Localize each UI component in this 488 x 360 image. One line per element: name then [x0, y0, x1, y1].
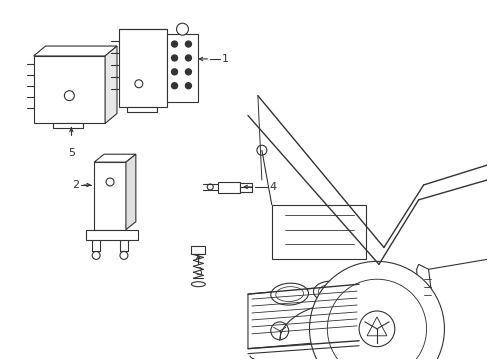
- Circle shape: [185, 55, 191, 61]
- Polygon shape: [34, 46, 117, 56]
- Polygon shape: [86, 230, 138, 239]
- Bar: [53, 123, 83, 129]
- Circle shape: [185, 69, 191, 75]
- Polygon shape: [94, 154, 136, 162]
- Circle shape: [256, 145, 266, 155]
- Ellipse shape: [313, 281, 345, 301]
- Polygon shape: [247, 284, 364, 349]
- Bar: [119, 29, 166, 107]
- Polygon shape: [416, 264, 433, 317]
- Circle shape: [171, 83, 177, 89]
- Circle shape: [207, 184, 213, 190]
- Polygon shape: [105, 46, 117, 123]
- Circle shape: [171, 69, 177, 75]
- Polygon shape: [126, 154, 136, 230]
- Text: 4: 4: [269, 182, 276, 192]
- Bar: [166, 34, 198, 102]
- Text: 5: 5: [68, 148, 75, 158]
- Text: 2: 2: [72, 180, 79, 190]
- Circle shape: [270, 322, 288, 340]
- Ellipse shape: [270, 283, 308, 305]
- Circle shape: [326, 279, 426, 360]
- Circle shape: [185, 41, 191, 47]
- Ellipse shape: [191, 282, 205, 287]
- Circle shape: [176, 23, 188, 35]
- Circle shape: [358, 311, 394, 347]
- Circle shape: [135, 80, 142, 88]
- Ellipse shape: [275, 287, 303, 302]
- Circle shape: [185, 83, 191, 89]
- Circle shape: [106, 178, 114, 186]
- Bar: [271, 205, 366, 260]
- Bar: [94, 162, 126, 230]
- Circle shape: [120, 251, 128, 260]
- Circle shape: [371, 324, 381, 334]
- Circle shape: [92, 251, 100, 260]
- Circle shape: [171, 41, 177, 47]
- Text: 3: 3: [194, 267, 202, 277]
- Circle shape: [64, 91, 74, 100]
- Ellipse shape: [318, 285, 340, 298]
- Bar: [240, 183, 251, 192]
- Polygon shape: [366, 317, 386, 336]
- Text: 1: 1: [222, 54, 229, 64]
- Bar: [218, 182, 240, 193]
- Bar: [127, 107, 156, 112]
- Circle shape: [309, 261, 444, 360]
- Bar: [34, 56, 105, 123]
- Bar: [191, 247, 205, 255]
- Circle shape: [171, 55, 177, 61]
